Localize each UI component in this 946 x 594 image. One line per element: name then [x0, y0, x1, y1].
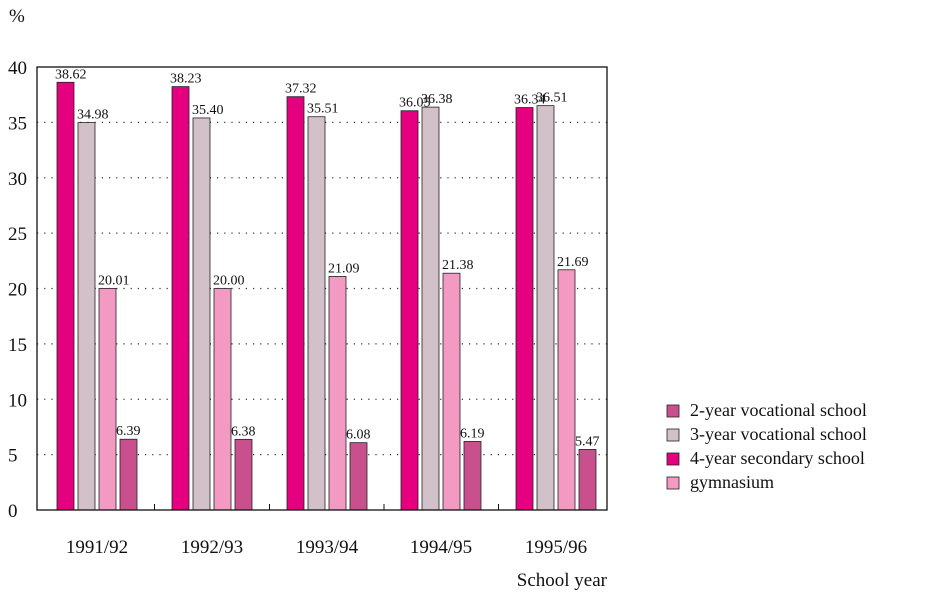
bar — [464, 441, 481, 510]
y-axis-label: % — [9, 6, 25, 27]
bar — [537, 106, 554, 510]
data-label: 21.69 — [557, 255, 589, 270]
data-label: 34.98 — [77, 108, 109, 123]
data-label: 37.32 — [285, 82, 317, 97]
bar — [558, 270, 575, 510]
bar — [287, 97, 304, 510]
data-label: 36.51 — [536, 91, 568, 106]
bar — [172, 87, 189, 510]
bar — [516, 108, 533, 510]
data-label: 38.62 — [55, 67, 87, 82]
data-label: 21.38 — [442, 258, 474, 273]
bar — [329, 276, 346, 510]
data-label: 20.01 — [98, 273, 130, 288]
legend-label: gymnasium — [690, 472, 774, 492]
y-tick-label: 10 — [8, 390, 27, 411]
legend: 2-year vocational school 3-year vocationa… — [667, 400, 867, 492]
y-tick-label: 30 — [8, 169, 27, 190]
y-tick-label: 0 — [8, 501, 18, 522]
bar — [99, 288, 116, 510]
legend-swatch — [667, 477, 679, 489]
legend-swatch — [667, 429, 679, 441]
legend-label: 2-year vocational school — [690, 400, 867, 420]
bars — [57, 82, 596, 510]
y-tick-label: 20 — [8, 280, 27, 301]
data-label: 6.08 — [346, 428, 371, 443]
bar — [308, 117, 325, 510]
legend-swatch — [667, 453, 679, 465]
x-tick-label: 1994/95 — [410, 537, 472, 558]
y-axis: 0 5 10 15 20 25 30 35 40 — [8, 58, 27, 522]
x-axis-label: School year — [517, 570, 608, 591]
y-tick-label: 25 — [8, 224, 27, 245]
data-label: 35.40 — [192, 103, 224, 118]
x-tick-label: 1991/92 — [66, 537, 128, 558]
data-label: 38.23 — [170, 72, 202, 87]
x-tick-label: 1992/93 — [181, 537, 243, 558]
bar — [443, 273, 460, 510]
legend-label: 4-year secondary school — [690, 448, 865, 468]
bar — [193, 118, 210, 510]
bar — [422, 107, 439, 510]
bar — [120, 439, 137, 510]
y-tick-label: 40 — [8, 58, 27, 79]
y-tick-label: 15 — [8, 335, 27, 356]
y-tick-label: 35 — [8, 113, 27, 134]
x-tick-label: 1995/96 — [525, 537, 587, 558]
bar — [579, 449, 596, 510]
data-label: 20.00 — [213, 274, 245, 289]
legend-label: 3-year vocational school — [690, 424, 867, 444]
data-label: 6.39 — [116, 424, 141, 439]
data-label: 6.19 — [460, 426, 485, 441]
data-label: 5.47 — [575, 434, 600, 449]
data-label: 21.09 — [328, 261, 360, 276]
bar — [214, 289, 231, 511]
bar — [401, 111, 418, 510]
bar — [78, 123, 95, 510]
data-label: 6.38 — [231, 424, 256, 439]
bar — [350, 443, 367, 510]
data-label: 36.38 — [421, 92, 453, 107]
y-tick-label: 5 — [8, 446, 18, 467]
x-tick-label: 1993/94 — [296, 537, 359, 558]
bar — [235, 439, 252, 510]
bar — [57, 82, 74, 510]
x-axis: 1991/92 1992/93 1993/94 1994/95 1995/96 — [66, 504, 587, 558]
data-label: 35.51 — [307, 102, 339, 117]
legend-swatch — [667, 405, 679, 417]
